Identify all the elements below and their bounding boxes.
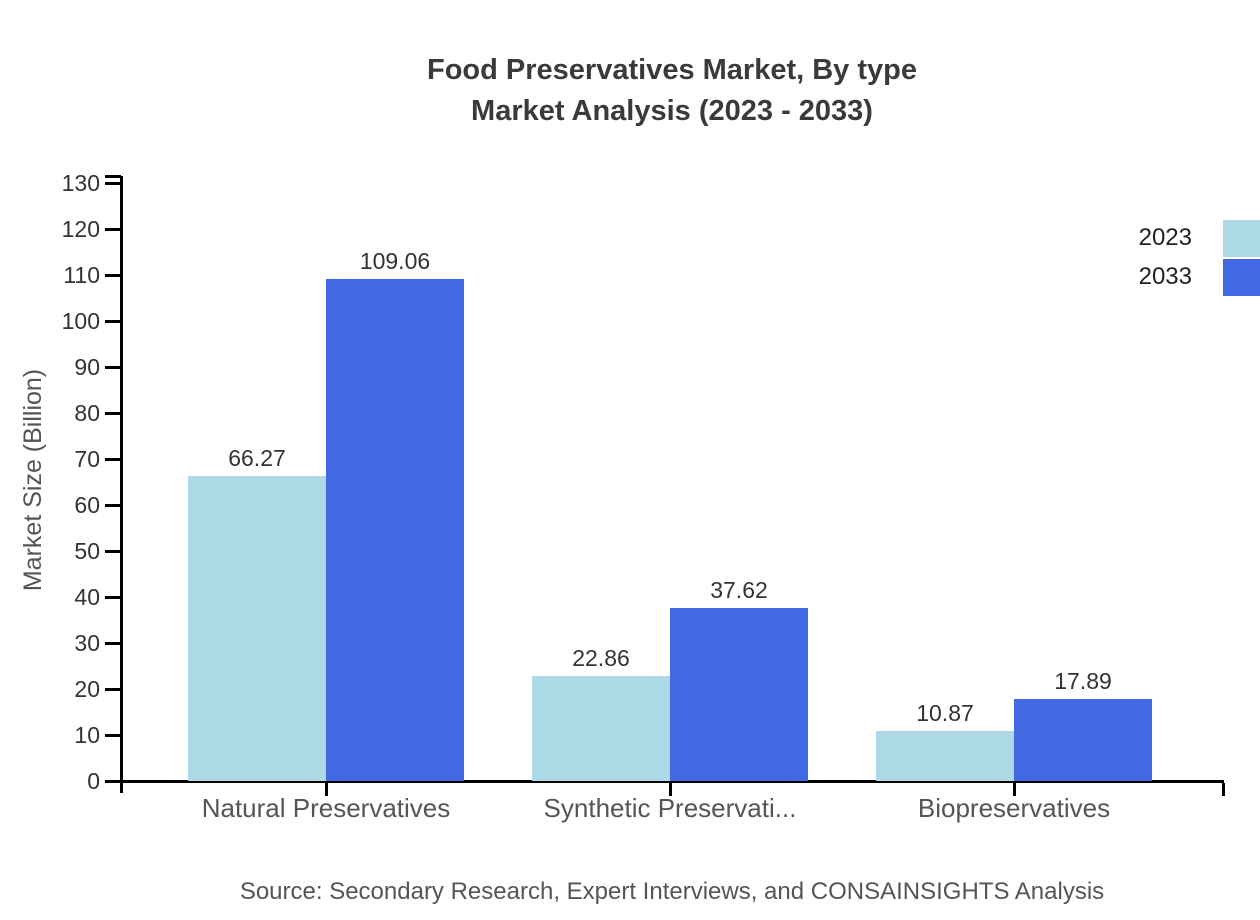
value-label: 22.86 xyxy=(572,644,630,671)
x-axis-end-tick xyxy=(1221,782,1225,796)
bar-2023-group2 xyxy=(532,675,670,781)
value-label: 37.62 xyxy=(710,576,768,603)
value-label: 66.27 xyxy=(228,445,286,472)
bar-2033-group2 xyxy=(670,607,808,781)
value-label: 17.89 xyxy=(1054,667,1112,694)
x-tick xyxy=(324,782,328,796)
legend-swatch-2023 xyxy=(1223,220,1260,257)
value-label: 109.06 xyxy=(359,248,431,275)
y-tick-label: 10 xyxy=(74,722,100,748)
y-tick-label: 120 xyxy=(61,216,100,242)
y-axis-top-cap xyxy=(105,174,121,178)
y-tick-label: 20 xyxy=(74,676,100,702)
bar-2023-group1 xyxy=(188,476,326,781)
value-label: 10.87 xyxy=(916,699,974,726)
bar-2033-group1 xyxy=(326,279,464,781)
x-axis-line xyxy=(105,779,1224,783)
y-tick xyxy=(105,733,121,737)
y-tick-label: 60 xyxy=(74,492,100,518)
x-tick xyxy=(668,782,672,796)
y-tick-label: 50 xyxy=(74,538,100,564)
y-axis-line xyxy=(119,176,123,793)
y-tick xyxy=(105,779,121,783)
y-tick-label: 80 xyxy=(74,400,100,426)
y-tick-label: 130 xyxy=(61,170,100,196)
y-tick xyxy=(105,273,121,277)
bar-2023-group3 xyxy=(876,730,1014,781)
y-tick xyxy=(105,641,121,645)
y-tick xyxy=(105,181,121,185)
category-label: Synthetic Preservati... xyxy=(543,793,797,823)
y-tick xyxy=(105,687,121,691)
y-tick-label: 40 xyxy=(74,584,100,610)
bar-2033-group3 xyxy=(1014,698,1152,781)
legend-swatch-2033 xyxy=(1223,259,1260,296)
y-tick-label: 90 xyxy=(74,354,100,380)
category-label: Biopreservatives xyxy=(917,793,1111,823)
category-label: Natural Preservatives xyxy=(201,793,451,823)
chart-title-line1: Food Preservatives Market, By type xyxy=(427,54,917,86)
y-tick xyxy=(105,549,121,553)
y-tick xyxy=(105,411,121,415)
y-tick-label: 0 xyxy=(87,768,100,794)
x-tick xyxy=(1012,782,1016,796)
y-tick xyxy=(105,457,121,461)
y-tick xyxy=(105,503,121,507)
y-tick-label: 70 xyxy=(74,446,100,472)
y-tick xyxy=(105,365,121,369)
source-note: Source: Secondary Research, Expert Inter… xyxy=(239,878,1105,905)
y-tick-label: 100 xyxy=(61,308,100,334)
y-tick-label: 30 xyxy=(74,630,100,656)
chart-title-line2: Market Analysis (2023 - 2033) xyxy=(471,95,873,127)
y-tick-label: 110 xyxy=(63,262,100,288)
y-tick xyxy=(105,595,121,599)
legend-label-2033: 2033 xyxy=(1138,263,1192,290)
chart-title: Food Preservatives Market, By type Marke… xyxy=(120,50,1224,132)
y-tick xyxy=(105,319,121,323)
y-tick xyxy=(105,227,121,231)
legend-label-2023: 2023 xyxy=(1138,224,1192,251)
